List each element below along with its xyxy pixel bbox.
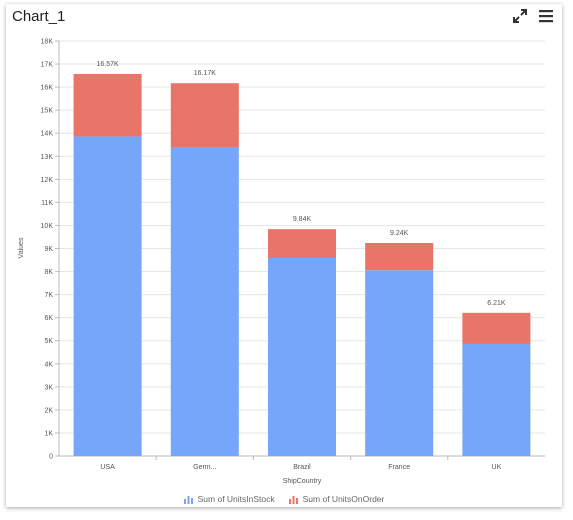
y-tick-label: 2K [44,407,53,414]
bars: 16.57K 16.17K 9.84K 9.24K 6.21K [73,61,531,456]
y-tick-label: 1K [44,430,53,437]
y-tick-label: 16K [41,85,54,92]
y-tick-label: 18K [41,39,54,46]
chart-title: Chart_1 [12,8,66,25]
y-tick-label: 4K [44,361,53,368]
legend-label: Sum of UnitsInStock [197,494,275,504]
y-axis-label: Values [18,237,25,258]
legend-item[interactable]: Sum of UnitsInStock [183,494,275,504]
y-tick-label: 8K [44,269,53,276]
chart-toolbar [512,8,554,24]
bar-chart-icon [288,495,298,504]
y-tick-label: 17K [41,62,54,69]
bar-segment[interactable] [267,229,337,258]
legend: Sum of UnitsInStock Sum of UnitsOnOrder [6,494,562,504]
data-label: 9.84K [293,216,312,223]
x-tick-label: Brazil [293,464,311,471]
data-label: 6.21K [487,300,506,307]
y-tick-label: 0 [49,454,53,461]
chart-widget: Chart_1 0 1K 2K 3K 4K 5K 6K 7K 8K 9K 10K 11K 12K 13K 1… [6,4,562,507]
data-label: 16.17K [194,70,217,77]
bar-chart-icon [183,495,193,504]
bar-segment[interactable] [73,73,142,137]
y-tick-label: 10K [41,223,54,230]
legend-label: Sum of UnitsOnOrder [302,494,385,504]
y-tick-label: 11K [41,200,53,207]
stacked-bar-chart: 0 1K 2K 3K 4K 5K 6K 7K 8K 9K 10K 11K 12K 13K 14K 15K 16K… [18,39,545,485]
bar-segment[interactable] [73,136,142,456]
data-label: 9.24K [390,230,409,237]
bar-segment[interactable] [462,312,531,344]
y-axis-ticks: 0 1K 2K 3K 4K 5K 6K 7K 8K 9K 10K 11K 12K 13K 14K 15K 16K… [41,39,60,461]
bar-segment[interactable] [462,343,531,456]
data-label: 16.57K [97,61,120,68]
bar-segment[interactable] [365,270,434,456]
x-tick-label: France [388,464,410,471]
bar-segment[interactable] [170,147,239,456]
legend-item[interactable]: Sum of UnitsOnOrder [288,494,385,504]
y-tick-label: 13K [41,154,54,161]
y-tick-label: 7K [44,292,53,299]
bar-segment[interactable] [170,83,239,148]
y-tick-label: 3K [44,384,53,391]
y-tick-label: 6K [44,315,53,322]
x-axis-label: ShipCountry [283,478,322,485]
x-tick-label: UK [492,464,502,471]
y-tick-label: 15K [41,108,54,115]
x-tick-label: USA [100,464,115,471]
y-tick-label: 9K [44,246,53,253]
x-axis-ticks: USA Germ... Brazil France UK [100,456,502,471]
x-tick-label: Germ... [193,464,216,471]
bar-segment[interactable] [267,257,337,456]
hamburger-menu-icon[interactable] [538,8,554,24]
expand-icon[interactable] [512,8,528,24]
y-tick-label: 5K [44,338,53,345]
y-tick-label: 14K [41,131,54,138]
bar-segment[interactable] [365,242,434,271]
y-tick-label: 12K [41,177,54,184]
